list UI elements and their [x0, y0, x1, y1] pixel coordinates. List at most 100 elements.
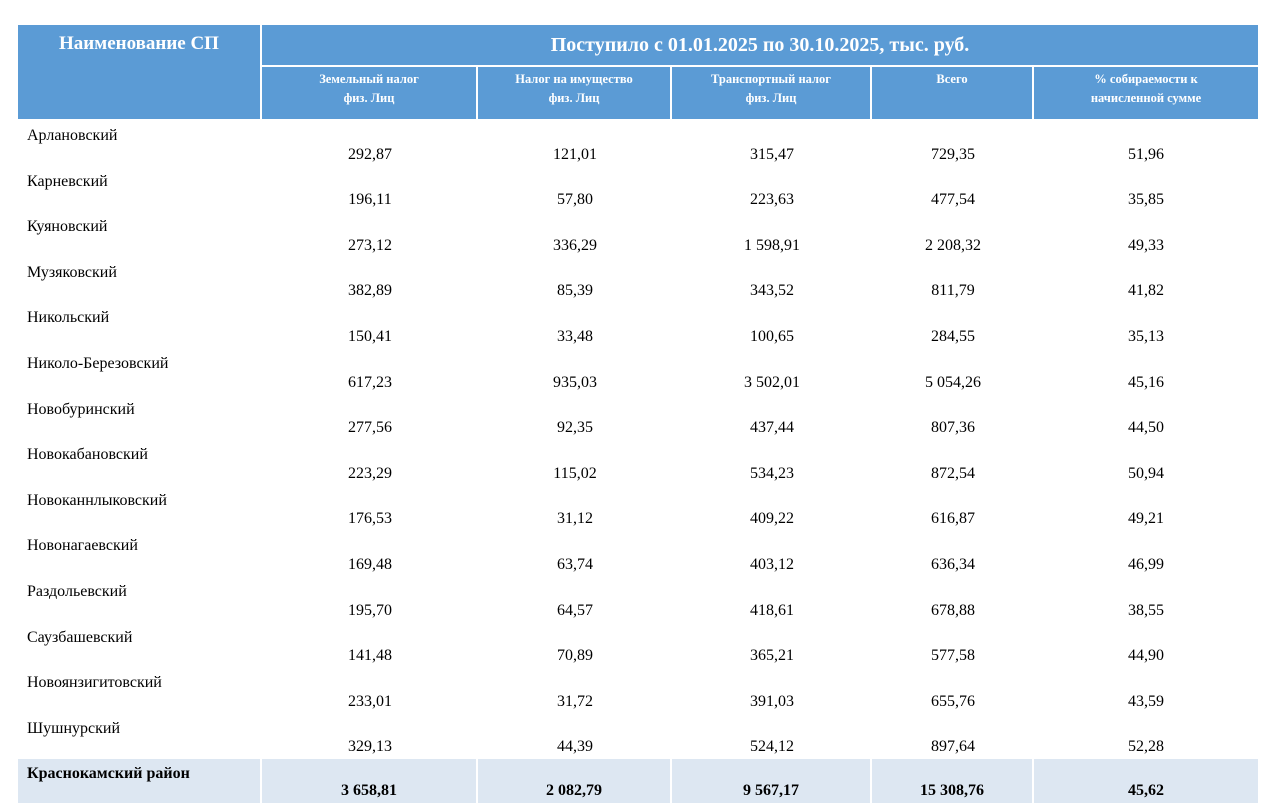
total-cell: 616,87: [931, 510, 975, 528]
total-cell: 577,58: [931, 647, 975, 665]
property-tax-cell: 44,39: [557, 738, 593, 756]
settlement-name-cell: Краснокамский район: [18, 759, 262, 803]
table-row: Арлановский 292,87 121,01 315,47 729,35 51,96: [18, 121, 1258, 167]
collection-percent-cell: 43,59: [1128, 692, 1165, 710]
land-tax-cell: 195,70: [348, 601, 392, 619]
settlement-name-cell: Новокабановский: [27, 446, 148, 464]
total-cell: 2 208,32: [925, 236, 981, 254]
property-tax-cell: 2 082,79: [478, 759, 672, 803]
table-row: Шушнурский 329,13 44,39 524,12 897,64 52,28: [18, 714, 1258, 760]
settlement-name-cell: Музяковский: [27, 263, 117, 281]
collection-percent-cell: 49,33: [1128, 236, 1165, 254]
table-row: Саузбашевский 141,48 70,89 365,21 577,58 44,9…: [18, 623, 1258, 669]
total-cell: 807,36: [931, 419, 975, 437]
land-tax-cell: 273,12: [348, 236, 392, 254]
total-cell: 678,88: [931, 601, 975, 619]
transport-tax-cell: 315,47: [750, 145, 794, 163]
settlement-name-cell: Шушнурский: [27, 719, 121, 737]
table-row: Новокабановский 223,29 115,02 534,23 872,54 5…: [18, 440, 1258, 486]
settlement-name-cell: Саузбашевский: [27, 628, 133, 646]
collection-percent-cell: 44,90: [1128, 647, 1165, 665]
header-total: Всего: [872, 67, 1034, 121]
table-row: Музяковский 382,89 85,39 343,52 811,79 41,82: [18, 258, 1258, 304]
table-row: Раздольевский 195,70 64,57 418,61 678,88 38,5…: [18, 577, 1258, 623]
transport-tax-cell: 534,23: [750, 464, 794, 482]
table-row: Новоянзигитовский 233,01 31,72 391,03 655,76…: [18, 668, 1258, 714]
settlement-name-cell: Карневский: [27, 172, 108, 190]
transport-tax-cell: 391,03: [750, 692, 794, 710]
transport-tax-cell: 343,52: [750, 282, 794, 300]
property-tax-cell: 115,02: [553, 464, 597, 482]
header-land-tax: Земельный налог физ. Лиц: [262, 67, 478, 121]
settlement-name-cell: Никольский: [27, 309, 110, 327]
settlement-name-cell: Куяновский: [27, 218, 108, 236]
table-row: Куяновский 273,12 336,29 1 598,91 2 208,32 49…: [18, 212, 1258, 258]
transport-tax-cell: 524,12: [750, 738, 794, 756]
transport-tax-cell: 100,65: [750, 327, 794, 345]
collection-percent-cell: 35,85: [1128, 191, 1165, 209]
transport-tax-cell: 418,61: [750, 601, 794, 619]
total-cell: 897,64: [931, 738, 975, 756]
collection-percent-cell: 35,13: [1128, 327, 1165, 345]
transport-tax-cell: 437,44: [750, 419, 794, 437]
transport-tax-cell: 3 502,01: [744, 373, 800, 391]
table-body: Арлановский 292,87 121,01 315,47 729,35 51,96…: [18, 121, 1259, 803]
property-tax-cell: 57,80: [557, 191, 593, 209]
settlement-name-cell: Новоянзигитовский: [27, 674, 162, 692]
collection-percent-cell: 46,99: [1128, 555, 1165, 573]
table-row: Никольский 150,41 33,48 100,65 284,55 35,13: [18, 303, 1258, 349]
collection-percent-cell: 51,96: [1128, 145, 1165, 163]
table-row: Николо-Березовский 617,23 935,03 3 502,01 5 …: [18, 349, 1258, 395]
land-tax-cell: 329,13: [348, 738, 392, 756]
land-tax-cell: 292,87: [348, 145, 392, 163]
collection-percent-cell: 45,62: [1034, 759, 1259, 803]
property-tax-cell: 121,01: [553, 145, 597, 163]
collection-percent-cell: 45,16: [1128, 373, 1165, 391]
settlement-name-cell: Новоканнлыковский: [27, 491, 167, 509]
transport-tax-cell: 223,63: [750, 191, 794, 209]
header-property-tax: Налог на имущество физ. Лиц: [478, 67, 672, 121]
total-cell: 15 308,76: [872, 759, 1034, 803]
property-tax-cell: 92,35: [557, 419, 593, 437]
land-tax-cell: 176,53: [348, 510, 392, 528]
settlement-name-cell: Николо-Березовский: [27, 354, 169, 372]
land-tax-cell: 169,48: [348, 555, 392, 573]
total-cell: 872,54: [931, 464, 975, 482]
header-settlement-name: Наименование СП: [18, 25, 262, 121]
total-cell: 636,34: [931, 555, 975, 573]
property-tax-cell: 70,89: [557, 647, 593, 665]
settlement-name-cell: Раздольевский: [27, 582, 127, 600]
land-tax-cell: 233,01: [348, 692, 392, 710]
land-tax-cell: 382,89: [348, 282, 392, 300]
header-transport-tax: Транспортный налог физ. Лиц: [672, 67, 872, 121]
transport-tax-cell: 403,12: [750, 555, 794, 573]
total-cell: 477,54: [931, 191, 975, 209]
land-tax-cell: 3 658,81: [262, 759, 478, 803]
collection-percent-cell: 52,28: [1128, 738, 1165, 756]
land-tax-cell: 617,23: [348, 373, 392, 391]
total-cell: 5 054,26: [925, 373, 981, 391]
property-tax-cell: 63,74: [557, 555, 593, 573]
land-tax-cell: 223,29: [348, 464, 392, 482]
settlement-name-cell: Новонагаевский: [27, 537, 138, 555]
transport-tax-cell: 409,22: [750, 510, 794, 528]
property-tax-cell: 33,48: [557, 327, 593, 345]
header-period: Поступило с 01.01.2025 по 30.10.2025, ты…: [262, 25, 1259, 68]
collection-percent-cell: 50,94: [1128, 464, 1165, 482]
land-tax-cell: 196,11: [348, 191, 392, 209]
property-tax-cell: 935,03: [553, 373, 597, 391]
table-row: Карневский 196,11 57,80 223,63 477,54 35,85: [18, 167, 1258, 213]
property-tax-cell: 85,39: [557, 282, 593, 300]
property-tax-cell: 336,29: [553, 236, 597, 254]
table-row: Новоканнлыковский 176,53 31,12 409,22 616,87…: [18, 486, 1258, 532]
collection-percent-cell: 38,55: [1128, 601, 1165, 619]
total-row: Краснокамский район 3 658,81 2 082,79 9 567…: [18, 759, 1259, 803]
tax-collection-table: Наименование СП Поступило с 01.01.2025 п…: [18, 25, 1259, 803]
collection-percent-cell: 44,50: [1128, 419, 1165, 437]
collection-percent-cell: 49,21: [1128, 510, 1165, 528]
land-tax-cell: 277,56: [348, 419, 392, 437]
property-tax-cell: 31,12: [557, 510, 593, 528]
header-collection-percent: % собираемости к начисленной сумме: [1034, 67, 1259, 121]
land-tax-cell: 141,48: [348, 647, 392, 665]
land-tax-cell: 150,41: [348, 327, 392, 345]
